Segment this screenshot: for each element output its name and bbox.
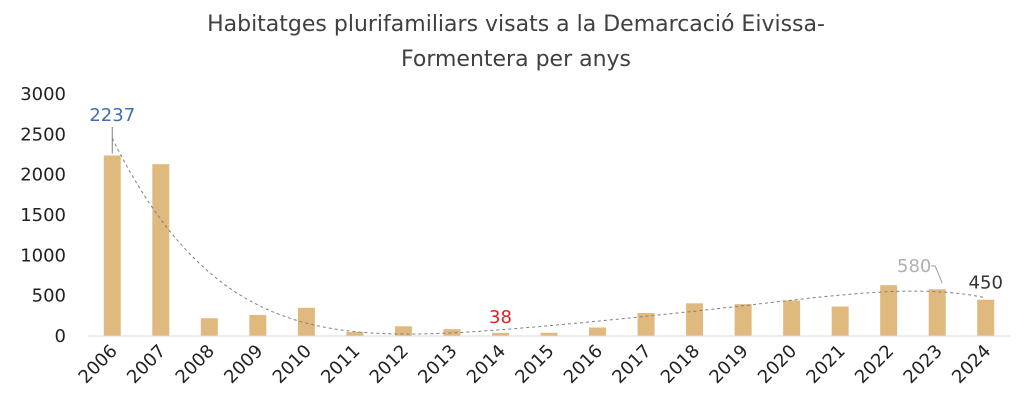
bar-2011 bbox=[346, 331, 364, 336]
data-labels: 2237 38 580 450 bbox=[89, 105, 1003, 328]
bar-2022 bbox=[880, 285, 898, 336]
bar-2009 bbox=[249, 315, 267, 336]
x-tick-label: 2014 bbox=[463, 341, 510, 388]
x-tick-label: 2016 bbox=[560, 341, 607, 388]
x-tick-label: 2015 bbox=[511, 341, 558, 388]
y-tick-label: 2000 bbox=[20, 165, 66, 186]
bar-2014 bbox=[491, 332, 509, 336]
chart-title-line-2: Formentera per anys bbox=[401, 47, 631, 72]
x-tick-label: 2010 bbox=[269, 341, 316, 388]
x-tick-label: 2020 bbox=[754, 341, 801, 388]
trendline-path bbox=[111, 138, 986, 335]
bar-2021 bbox=[831, 306, 849, 336]
data-label-2014: 38 bbox=[489, 307, 512, 328]
bar-2018 bbox=[686, 303, 704, 336]
x-tick-label: 2018 bbox=[657, 341, 704, 388]
data-label-2024: 450 bbox=[969, 273, 1003, 294]
bar-2010 bbox=[297, 307, 315, 336]
x-tick-label: 2024 bbox=[948, 341, 995, 388]
y-axis: 3000 2500 2000 1500 1000 500 0 bbox=[20, 84, 66, 347]
chart-title-line-1: Habitatges plurifamiliars visats a la De… bbox=[207, 12, 825, 37]
bar-2015 bbox=[540, 332, 558, 336]
y-tick-label: 500 bbox=[32, 286, 66, 307]
x-axis: 2006 2007 2008 2009 2010 2011 2012 2013 2014 2015… bbox=[75, 341, 996, 388]
y-tick-label: 1500 bbox=[20, 205, 66, 226]
bar-2020 bbox=[783, 300, 801, 336]
x-tick-label: 2021 bbox=[802, 341, 849, 388]
x-tick-label: 2007 bbox=[123, 341, 170, 388]
bars bbox=[103, 155, 995, 336]
data-label-2006: 2237 bbox=[89, 105, 135, 126]
bar-2013 bbox=[443, 329, 461, 336]
bar-2023 bbox=[928, 289, 946, 336]
bar-2007 bbox=[152, 164, 170, 336]
bar-2006 bbox=[103, 155, 121, 336]
x-tick-label: 2006 bbox=[75, 341, 122, 388]
bar-2016 bbox=[589, 327, 607, 336]
bar-2008 bbox=[200, 318, 218, 336]
y-tick-label: 3000 bbox=[20, 84, 66, 105]
x-tick-label: 2023 bbox=[900, 341, 947, 388]
y-tick-label: 0 bbox=[55, 326, 66, 347]
x-tick-label: 2017 bbox=[608, 341, 655, 388]
trendline bbox=[111, 138, 986, 335]
x-tick-label: 2012 bbox=[366, 341, 413, 388]
y-tick-label: 2500 bbox=[20, 124, 66, 145]
bar-2017 bbox=[637, 313, 655, 336]
bar-2024 bbox=[977, 299, 995, 336]
x-tick-label: 2013 bbox=[414, 341, 461, 388]
bar-2012 bbox=[394, 326, 412, 336]
x-tick-label: 2019 bbox=[705, 341, 752, 388]
bar-2019 bbox=[734, 304, 752, 336]
leader-line bbox=[931, 265, 943, 284]
x-tick-label: 2022 bbox=[851, 341, 898, 388]
x-tick-label: 2008 bbox=[172, 341, 219, 388]
x-tick-label: 2011 bbox=[317, 341, 364, 388]
x-tick-label: 2009 bbox=[220, 341, 267, 388]
y-tick-label: 1000 bbox=[20, 245, 66, 266]
data-label-2023: 580 bbox=[897, 256, 931, 277]
